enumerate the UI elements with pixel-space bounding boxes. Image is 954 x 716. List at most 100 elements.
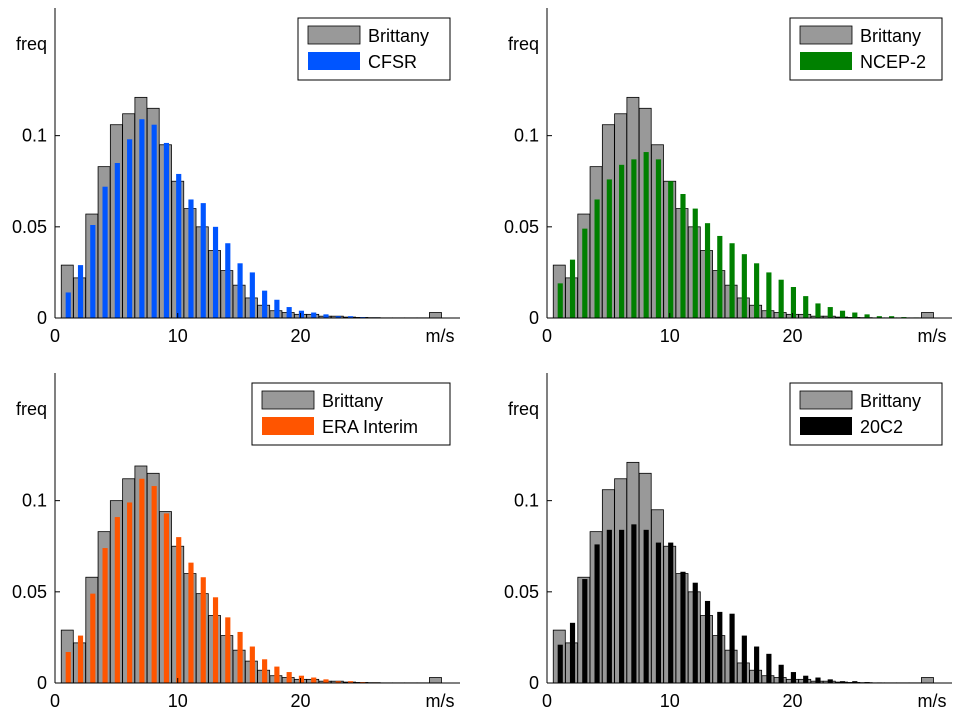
bar-brittany-31 bbox=[429, 677, 442, 684]
bar-20c2-3 bbox=[582, 579, 588, 683]
bar-ncep-2-7 bbox=[631, 159, 637, 318]
bar-era-interim-10 bbox=[176, 537, 182, 683]
y-tick-label: 0.05 bbox=[12, 217, 47, 237]
bar-cfsr-6 bbox=[127, 139, 133, 318]
legend-label: Brittany bbox=[322, 391, 383, 411]
bar-ncep-2-2 bbox=[569, 259, 576, 318]
bar-era-interim-12 bbox=[200, 577, 206, 683]
legend-swatch bbox=[307, 25, 361, 45]
bar-20c2-18 bbox=[766, 653, 772, 683]
bar-brittany-31 bbox=[921, 677, 934, 684]
bar-cfsr-10 bbox=[176, 173, 182, 318]
bar-era-interim-22 bbox=[323, 679, 329, 683]
bar-brittany-31 bbox=[429, 312, 442, 319]
x-unit-label: m/s bbox=[426, 691, 455, 711]
bar-ncep-2-25 bbox=[852, 312, 858, 318]
bar-cfsr-24 bbox=[347, 316, 354, 318]
y-tick-label: 0 bbox=[529, 673, 539, 693]
bar-ncep-2-20 bbox=[790, 287, 797, 318]
bar-era-interim-8 bbox=[151, 486, 157, 683]
bar-ncep-2-21 bbox=[803, 296, 809, 318]
bar-era-interim-15 bbox=[237, 631, 243, 683]
bar-20c2-24 bbox=[839, 681, 846, 683]
chart-panel-1: 0 10 20 m/s 0 0.05 0.1 freq Brittany CFSR bbox=[12, 8, 460, 346]
bar-era-interim-11 bbox=[188, 562, 194, 683]
bar-ncep-2-10 bbox=[668, 181, 674, 318]
x-tick-label: 10 bbox=[660, 326, 680, 346]
bar-ncep-2-11 bbox=[680, 194, 686, 318]
bar-ncep-2-22 bbox=[815, 303, 821, 318]
bar-ncep-2-9 bbox=[655, 159, 662, 318]
x-unit-label: m/s bbox=[918, 326, 947, 346]
x-tick-label: 0 bbox=[542, 326, 552, 346]
bar-ncep-2-3 bbox=[582, 228, 588, 318]
bar-cfsr-13 bbox=[212, 226, 219, 318]
bar-cfsr-22 bbox=[323, 314, 329, 318]
bar-era-interim-21 bbox=[311, 677, 317, 683]
y-tick-label: 0.05 bbox=[12, 582, 47, 602]
bar-era-interim-23 bbox=[335, 681, 341, 683]
bar-20c2-13 bbox=[704, 600, 711, 683]
bar-era-interim-1 bbox=[65, 652, 71, 683]
bar-cfsr-11 bbox=[188, 199, 194, 318]
y-tick-label: 0 bbox=[529, 308, 539, 328]
y-tick-label: 0.05 bbox=[504, 217, 539, 237]
bar-ncep-2-8 bbox=[643, 152, 649, 318]
x-tick-label: 20 bbox=[782, 326, 802, 346]
bar-cfsr-5 bbox=[114, 163, 120, 318]
chart-panel-3: 0 10 20 m/s 0 0.05 0.1 freq Brittany ERA Interim bbox=[12, 373, 460, 711]
bar-cfsr-12 bbox=[200, 203, 206, 318]
bar-ncep-2-13 bbox=[704, 223, 711, 318]
bar-ncep-2-24 bbox=[839, 310, 846, 318]
bar-20c2-8 bbox=[643, 529, 649, 683]
bar-era-interim-24 bbox=[347, 681, 354, 683]
legend: Brittany 20C2 bbox=[789, 382, 943, 446]
bar-20c2-5 bbox=[606, 529, 612, 683]
bar-cfsr-2 bbox=[77, 265, 84, 318]
x-tick-label: 20 bbox=[290, 326, 310, 346]
bar-era-interim-20 bbox=[298, 675, 305, 683]
bar-ncep-2-5 bbox=[606, 179, 612, 318]
bar-ncep-2-19 bbox=[778, 279, 784, 318]
bar-20c2-14 bbox=[717, 611, 723, 683]
y-tick-label: 0.05 bbox=[504, 582, 539, 602]
bar-20c2-19 bbox=[778, 664, 784, 683]
bar-cfsr-4 bbox=[102, 186, 108, 318]
bar-era-interim-14 bbox=[225, 617, 231, 683]
bar-ncep-2-16 bbox=[741, 254, 747, 318]
bar-20c2-9 bbox=[655, 542, 662, 683]
bar-20c2-15 bbox=[729, 613, 735, 683]
bar-brittany-31 bbox=[921, 312, 934, 319]
legend-label: 20C2 bbox=[860, 417, 903, 437]
bar-cfsr-14 bbox=[225, 243, 231, 318]
bar-cfsr-9 bbox=[163, 142, 170, 318]
legend-swatch bbox=[262, 417, 314, 435]
bar-ncep-2-18 bbox=[766, 272, 772, 318]
bar-cfsr-15 bbox=[237, 263, 243, 318]
bar-cfsr-1 bbox=[65, 292, 71, 318]
bar-era-interim-19 bbox=[286, 672, 292, 683]
y-axis-label: freq bbox=[508, 399, 539, 419]
x-unit-label: m/s bbox=[918, 691, 947, 711]
legend-label: NCEP-2 bbox=[860, 52, 926, 72]
bar-cfsr-17 bbox=[262, 290, 268, 318]
bar-era-interim-9 bbox=[163, 513, 170, 683]
legend-label: ERA Interim bbox=[322, 417, 418, 437]
bar-cfsr-23 bbox=[335, 316, 341, 318]
bar-era-interim-5 bbox=[114, 517, 120, 683]
bar-20c2-12 bbox=[692, 582, 698, 683]
bar-ncep-2-15 bbox=[729, 243, 735, 318]
legend-label: Brittany bbox=[860, 391, 921, 411]
bar-20c2-7 bbox=[631, 524, 637, 683]
legend-swatch bbox=[799, 390, 853, 410]
bar-20c2-11 bbox=[680, 571, 686, 683]
x-tick-label: 0 bbox=[50, 691, 60, 711]
bar-cfsr-18 bbox=[274, 299, 280, 318]
x-tick-label: 10 bbox=[660, 691, 680, 711]
bar-era-interim-17 bbox=[262, 659, 268, 683]
bar-20c2-2 bbox=[569, 622, 576, 683]
bar-20c2-10 bbox=[668, 542, 674, 683]
y-tick-label: 0.1 bbox=[22, 491, 47, 511]
bar-20c2-1 bbox=[557, 644, 563, 683]
x-tick-label: 0 bbox=[50, 326, 60, 346]
